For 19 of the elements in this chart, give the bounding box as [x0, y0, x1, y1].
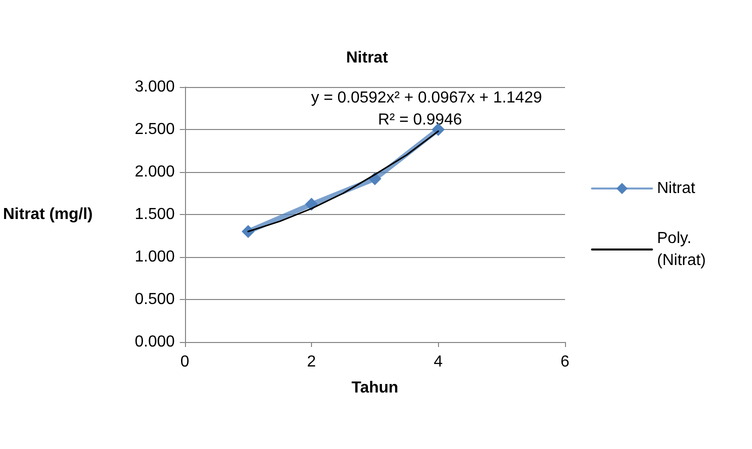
y-tick-label: 2.500	[134, 121, 175, 138]
y-tick-label: 0.500	[134, 291, 175, 308]
annotation: R² = 0.9946	[378, 112, 462, 128]
y-axis-title: Nitrat (mg/l)	[2, 206, 93, 223]
x-tick-label: 6	[560, 354, 570, 370]
y-tick-label: 2.000	[134, 164, 175, 180]
x-tick-label: 2	[307, 354, 316, 370]
x-tick-label: 4	[434, 354, 443, 370]
y-tick-label: 0.000	[134, 334, 175, 350]
annotation: y = 0.0592x² + 0.0967x + 1.1429	[311, 90, 542, 106]
chart-title: Nitrat	[346, 50, 389, 66]
point	[242, 225, 255, 238]
y-tick-label: 1.500	[134, 206, 175, 223]
legend-label: Nitrat	[657, 180, 696, 197]
x-tick-label: 0	[180, 354, 190, 370]
y-tick-label: 3.000	[134, 78, 175, 96]
legend-label: Poly. (Nitrat)	[657, 230, 706, 269]
x-axis-title: Tahun	[351, 380, 398, 396]
y-tick-label: 1.000	[134, 248, 175, 266]
